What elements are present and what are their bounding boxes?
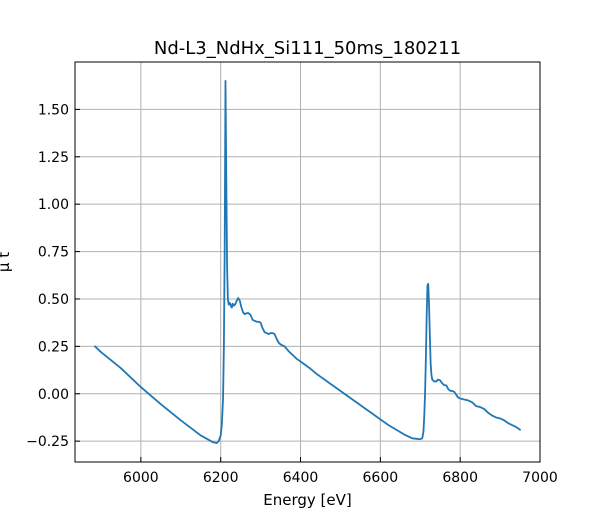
axes-background — [75, 62, 540, 462]
y-tick-label: 1.50 — [38, 102, 69, 118]
y-tick-label: 1.25 — [38, 150, 69, 166]
x-tick-label: 7000 — [522, 470, 558, 486]
x-tick-label: 6000 — [123, 470, 159, 486]
y-tick-label: 0.50 — [38, 292, 69, 308]
y-tick-label: 0.75 — [38, 245, 69, 261]
x-tick-label: 6800 — [442, 470, 478, 486]
plot-area: 6000 6200 6400 6600 6800 7000 −0.25 0.00 0.25 0.5… — [26, 61, 558, 486]
y-tick-label: 0.25 — [38, 339, 69, 355]
x-tick-label: 6600 — [363, 470, 399, 486]
y-tick-label: 1.00 — [38, 197, 69, 213]
x-tick-label: 6200 — [203, 470, 239, 486]
y-axis-label: μ t — [0, 252, 13, 272]
x-tick-label: 6400 — [283, 470, 319, 486]
y-tick-label: 0.00 — [38, 387, 69, 403]
y-tick-label: −0.25 — [26, 434, 69, 450]
x-axis-label: Energy [eV] — [263, 491, 351, 509]
series-line — [94, 80, 521, 444]
axes-frame — [74, 61, 541, 463]
chart-title: Nd-L3_NdHx_Si111_50ms_180211 — [154, 38, 461, 59]
